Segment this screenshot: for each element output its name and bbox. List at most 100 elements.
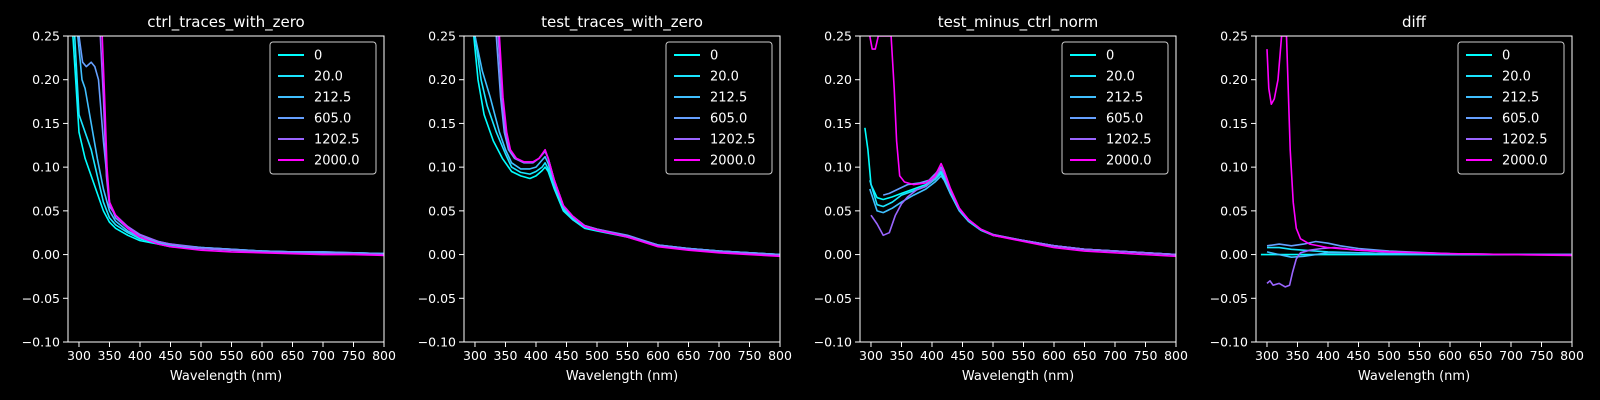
plot-frame bbox=[463, 35, 781, 343]
x-tick-label: 550 bbox=[1012, 348, 1036, 363]
x-tick-label: 700 bbox=[707, 348, 731, 363]
x-tick-label: 650 bbox=[677, 348, 701, 363]
x-tick-label: 450 bbox=[555, 348, 579, 363]
y-tick-label: 0.10 bbox=[32, 160, 60, 175]
legend-label: 0 bbox=[314, 49, 322, 64]
x-tick-label: 750 bbox=[342, 348, 366, 363]
legend-label: 2000.0 bbox=[314, 154, 360, 169]
x-tick-label: 500 bbox=[981, 348, 1005, 363]
x-tick-label: 500 bbox=[585, 348, 609, 363]
y-tick-label: 0.25 bbox=[428, 29, 456, 44]
y-tick-label: 0.00 bbox=[824, 247, 852, 262]
legend-label: 2000.0 bbox=[710, 154, 756, 169]
legend-label: 2000.0 bbox=[1502, 154, 1548, 169]
x-tick-label: 750 bbox=[1530, 348, 1554, 363]
y-tick-label: 0.20 bbox=[824, 72, 852, 87]
y-tick-label: 0.25 bbox=[32, 29, 60, 44]
y-tick-label: 0.25 bbox=[824, 29, 852, 44]
legend-label: 0 bbox=[1106, 49, 1114, 64]
legend: 0 20.0 212.5 605.0 1202.5 2000.0 bbox=[1457, 41, 1565, 175]
x-tick-label: 750 bbox=[1134, 348, 1158, 363]
legend-label: 605.0 bbox=[710, 112, 747, 127]
y-tick-label: 0.05 bbox=[1220, 203, 1248, 218]
x-tick-label: 800 bbox=[1560, 348, 1584, 363]
chart-title: test_traces_with_zero bbox=[541, 13, 703, 32]
series-group bbox=[72, 36, 384, 257]
x-tick-label: 300 bbox=[859, 348, 883, 363]
x-tick-label: 350 bbox=[1286, 348, 1310, 363]
series-line-20.0 bbox=[869, 172, 1176, 256]
legend-label: 0 bbox=[1502, 49, 1510, 64]
legend-label: 605.0 bbox=[1106, 112, 1143, 127]
legend-label: 605.0 bbox=[314, 112, 351, 127]
chart-panel-1: ctrl_traces_with_zero 300 350 400 450 500 550 6… bbox=[22, 13, 396, 384]
x-tick-label: 350 bbox=[890, 348, 914, 363]
series-line-2000.0 bbox=[1266, 36, 1572, 257]
legend: 0 20.0 212.5 605.0 1202.5 2000.0 bbox=[1061, 41, 1169, 175]
legend-label: 1202.5 bbox=[710, 133, 756, 148]
x-tick-label: 300 bbox=[67, 348, 91, 363]
chart-title: diff bbox=[1402, 13, 1427, 31]
series-line-2000.0 bbox=[498, 36, 780, 258]
y-tick-label: −0.05 bbox=[1210, 291, 1248, 306]
legend-label: 212.5 bbox=[314, 91, 351, 106]
chart-panel-2: test_traces_with_zero 300 350 400 450 500 550 6… bbox=[418, 13, 792, 384]
x-tick-label: 500 bbox=[189, 348, 213, 363]
series-group bbox=[864, 36, 1176, 258]
y-tick-label: −0.05 bbox=[22, 291, 60, 306]
x-tick-label: 400 bbox=[128, 348, 152, 363]
x-tick-label: 650 bbox=[1073, 348, 1097, 363]
y-tick-label: −0.05 bbox=[814, 291, 852, 306]
chart-title: ctrl_traces_with_zero bbox=[147, 13, 304, 32]
series-group bbox=[1260, 36, 1572, 288]
y-tick-label: 0.00 bbox=[32, 247, 60, 262]
series-line-2000.0 bbox=[869, 36, 1176, 258]
x-tick-label: 750 bbox=[738, 348, 762, 363]
x-tick-label: 650 bbox=[281, 348, 305, 363]
y-tick-label: 0.00 bbox=[428, 247, 456, 262]
x-tick-label: 350 bbox=[494, 348, 518, 363]
y-tick-label: 0.20 bbox=[428, 72, 456, 87]
series-line-1202.5 bbox=[870, 168, 1176, 256]
legend-label: 1202.5 bbox=[1106, 133, 1152, 148]
legend-label: 20.0 bbox=[1106, 70, 1135, 85]
chart-title: test_minus_ctrl_norm bbox=[938, 13, 1099, 32]
y-tick-label: −0.10 bbox=[814, 335, 852, 350]
x-tick-label: 800 bbox=[768, 348, 792, 363]
x-tick-label: 500 bbox=[1377, 348, 1401, 363]
legend-label: 1202.5 bbox=[314, 133, 360, 148]
x-tick-label: 700 bbox=[1499, 348, 1523, 363]
x-tick-label: 450 bbox=[1347, 348, 1371, 363]
x-tick-label: 600 bbox=[250, 348, 274, 363]
legend-label: 20.0 bbox=[710, 70, 739, 85]
x-tick-label: 550 bbox=[220, 348, 244, 363]
y-tick-label: 0.20 bbox=[1220, 72, 1248, 87]
y-tick-label: 0.25 bbox=[1220, 29, 1248, 44]
x-tick-label: 600 bbox=[1438, 348, 1462, 363]
x-tick-label: 800 bbox=[372, 348, 396, 363]
y-tick-label: −0.10 bbox=[22, 335, 60, 350]
y-tick-label: −0.10 bbox=[418, 335, 456, 350]
x-axis-label: Wavelength (nm) bbox=[170, 369, 282, 384]
legend-label: 212.5 bbox=[1502, 91, 1539, 106]
legend: 0 20.0 212.5 605.0 1202.5 2000.0 bbox=[269, 41, 377, 175]
legend-label: 212.5 bbox=[1106, 91, 1143, 106]
y-tick-label: 0.05 bbox=[32, 203, 60, 218]
y-tick-label: 0.15 bbox=[32, 116, 60, 131]
x-tick-label: 300 bbox=[1255, 348, 1279, 363]
plot-frame bbox=[1255, 35, 1573, 343]
x-tick-label: 800 bbox=[1164, 348, 1188, 363]
series-group bbox=[473, 36, 780, 258]
chart-panel-3: test_minus_ctrl_norm 300 350 400 450 500 550 60… bbox=[814, 13, 1188, 384]
y-tick-label: 0.15 bbox=[428, 116, 456, 131]
y-tick-label: 0.20 bbox=[32, 72, 60, 87]
x-tick-label: 450 bbox=[159, 348, 183, 363]
x-tick-label: 700 bbox=[1103, 348, 1127, 363]
legend-label: 212.5 bbox=[710, 91, 747, 106]
x-tick-label: 400 bbox=[1316, 348, 1340, 363]
y-tick-label: 0.00 bbox=[1220, 247, 1248, 262]
x-axis-label: Wavelength (nm) bbox=[1358, 369, 1470, 384]
x-tick-label: 650 bbox=[1469, 348, 1493, 363]
y-tick-label: −0.10 bbox=[1210, 335, 1248, 350]
x-tick-label: 550 bbox=[616, 348, 640, 363]
